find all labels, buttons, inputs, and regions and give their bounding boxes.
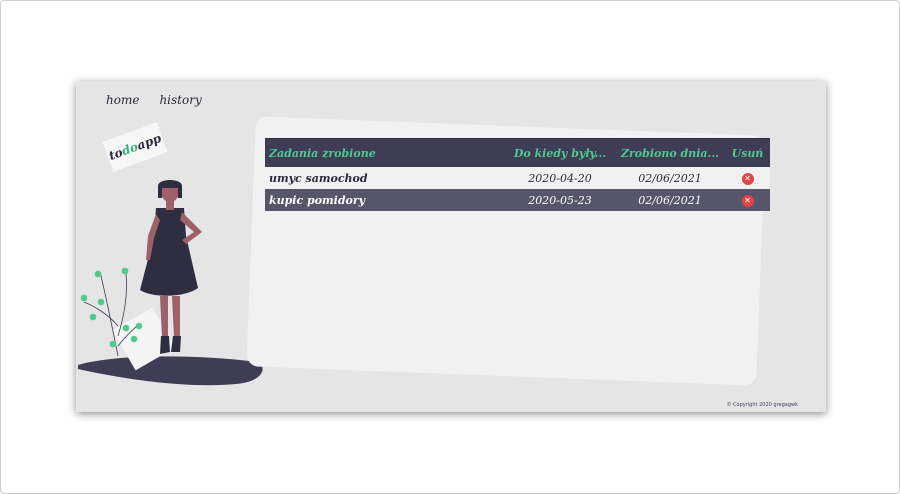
nav-home-link[interactable]: home bbox=[106, 93, 140, 107]
woman-illustration bbox=[78, 180, 263, 386]
plant-stems bbox=[83, 271, 141, 357]
nav-history-link[interactable]: history bbox=[159, 93, 202, 107]
done-date-cell: 02/06/2021 bbox=[615, 189, 725, 211]
logo-card: todoapp bbox=[102, 122, 168, 172]
header-delete: Usuń bbox=[725, 138, 770, 167]
plant-leaf bbox=[94, 270, 102, 278]
tasks-table-wrapper: Zadania zrobione Do kiedy były... Zrobio… bbox=[265, 138, 770, 211]
top-nav: home history bbox=[106, 93, 202, 107]
plant-leaf bbox=[109, 340, 117, 348]
task-name-cell: umyc samochod bbox=[265, 167, 505, 189]
plant-leaf bbox=[80, 294, 88, 302]
app-card: home history todoapp bbox=[76, 81, 826, 412]
due-date-cell: 2020-05-23 bbox=[505, 189, 615, 211]
completed-tasks-table: Zadania zrobione Do kiedy były... Zrobio… bbox=[265, 138, 770, 211]
plant-leaf bbox=[130, 335, 138, 343]
logo-part-app: app bbox=[135, 131, 164, 153]
ground-shadow-shape bbox=[78, 356, 263, 386]
plant-leaf bbox=[122, 324, 130, 332]
woman-boots bbox=[160, 336, 181, 354]
table-header-row: Zadania zrobione Do kiedy były... Zrobio… bbox=[265, 138, 770, 167]
header-done-date[interactable]: Zrobiono dnia... bbox=[615, 138, 725, 167]
header-task-name[interactable]: Zadania zrobione bbox=[265, 138, 505, 167]
app-logo: todoapp bbox=[107, 131, 163, 163]
header-due-date[interactable]: Do kiedy były... bbox=[505, 138, 615, 167]
table-row: kupic pomidory 2020-05-23 02/06/2021 ✕ bbox=[265, 189, 770, 211]
plant-leaf bbox=[89, 313, 97, 321]
delete-icon[interactable]: ✕ bbox=[741, 173, 754, 185]
delete-icon[interactable]: ✕ bbox=[741, 195, 754, 207]
plant-leaf bbox=[97, 298, 105, 306]
table-row: umyc samochod 2020-04-20 02/06/2021 ✕ bbox=[265, 167, 770, 189]
done-date-cell: 02/06/2021 bbox=[615, 167, 725, 189]
due-date-cell: 2020-04-20 bbox=[505, 167, 615, 189]
woman-hair bbox=[158, 180, 182, 198]
woman-arm-right bbox=[180, 212, 202, 244]
delete-cell: ✕ bbox=[725, 189, 770, 211]
plant-leaf bbox=[121, 267, 129, 275]
woman-legs bbox=[160, 296, 180, 338]
task-name-cell: kupic pomidory bbox=[265, 189, 505, 211]
background-diamond-shape bbox=[112, 307, 176, 371]
woman-neck bbox=[166, 200, 174, 210]
copyright-footer: © Copyright 2020 gregagwk bbox=[726, 402, 798, 408]
plant-leaf bbox=[135, 322, 143, 330]
woman-arm-left bbox=[146, 214, 160, 260]
delete-cell: ✕ bbox=[725, 167, 770, 189]
